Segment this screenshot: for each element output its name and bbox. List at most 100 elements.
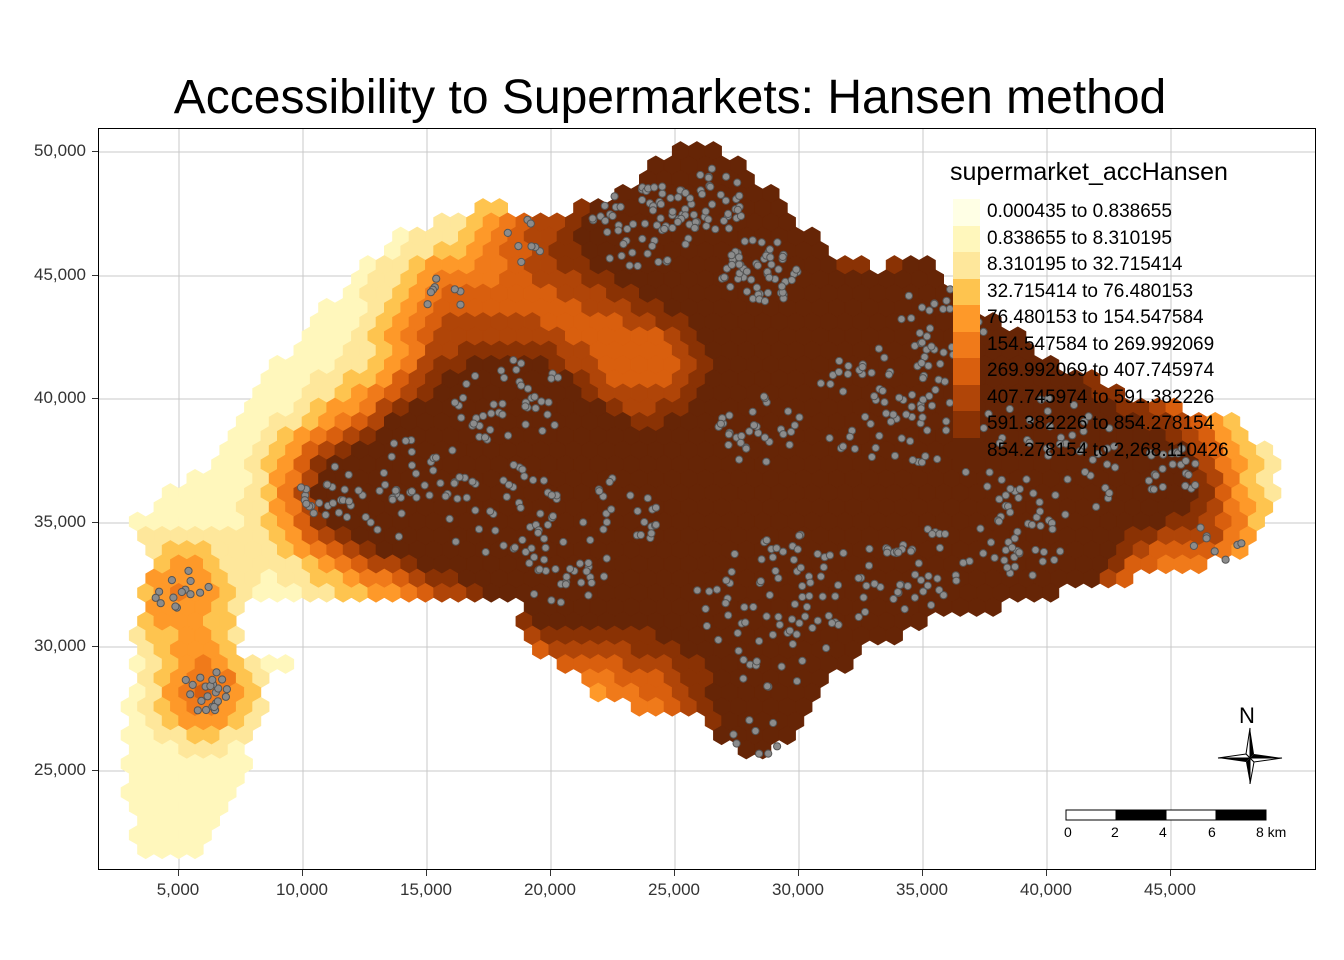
supermarket-point xyxy=(607,505,616,514)
map-panel[interactable] xyxy=(98,128,1316,870)
supermarket-point xyxy=(221,692,231,701)
supermarket-point xyxy=(864,561,874,570)
supermarket-point xyxy=(745,716,754,725)
legend-swatch xyxy=(953,331,980,358)
hex-cell xyxy=(1190,554,1208,575)
supermarket-point xyxy=(681,240,690,249)
supermarket-point xyxy=(471,506,480,515)
supermarket-point xyxy=(1191,481,1200,490)
supermarket-point xyxy=(423,300,432,309)
supermarket-point xyxy=(171,602,180,611)
supermarket-point xyxy=(1084,412,1093,421)
supermarket-point xyxy=(701,604,710,613)
supermarket-point xyxy=(997,475,1006,484)
supermarket-point xyxy=(218,675,227,684)
supermarket-point xyxy=(825,551,835,560)
supermarket-point xyxy=(184,566,193,575)
supermarket-point xyxy=(834,581,843,590)
supermarket-point xyxy=(721,599,730,608)
x-tick-mark xyxy=(302,870,303,876)
supermarket-point xyxy=(878,386,887,395)
supermarket-point xyxy=(918,338,927,347)
y-tick-mark xyxy=(92,522,98,523)
supermarket-point xyxy=(925,392,934,401)
supermarket-point xyxy=(315,498,324,508)
supermarket-point xyxy=(517,359,526,368)
supermarket-point xyxy=(845,432,855,441)
supermarket-point xyxy=(764,749,773,758)
supermarket-point xyxy=(510,543,519,552)
supermarket-point xyxy=(727,567,736,576)
scale-bar-label: 2 xyxy=(1111,824,1119,840)
supermarket-point xyxy=(531,404,540,413)
supermarket-point xyxy=(426,288,435,297)
supermarket-point xyxy=(530,553,539,562)
supermarket-point xyxy=(790,600,800,609)
supermarket-point xyxy=(742,444,751,453)
supermarket-point xyxy=(895,393,904,402)
supermarket-point xyxy=(391,486,400,495)
supermarket-point xyxy=(724,440,733,450)
supermarket-point xyxy=(1068,431,1077,440)
supermarket-point xyxy=(1080,467,1090,477)
supermarket-point xyxy=(432,274,441,283)
supermarket-point xyxy=(210,702,219,712)
supermarket-point xyxy=(777,282,787,291)
supermarket-point xyxy=(547,491,556,500)
legend-item: 591.382226 to 854.278154 xyxy=(950,411,1228,438)
supermarket-point xyxy=(1037,395,1046,404)
supermarket-point xyxy=(724,209,733,219)
supermarket-point xyxy=(779,430,788,439)
supermarket-point xyxy=(453,494,462,503)
supermarket-point xyxy=(759,392,769,401)
supermarket-point xyxy=(186,690,195,699)
supermarket-point xyxy=(813,616,822,625)
supermarket-point xyxy=(979,549,988,558)
map-canvas[interactable] xyxy=(99,129,1316,870)
supermarket-point xyxy=(939,305,948,314)
legend-item: 32.715414 to 76.480153 xyxy=(950,278,1228,305)
supermarket-point xyxy=(397,509,406,518)
supermarket-point xyxy=(1069,401,1079,410)
supermarket-point xyxy=(450,479,459,488)
supermarket-point xyxy=(858,363,867,372)
supermarket-point xyxy=(1149,485,1159,494)
supermarket-point xyxy=(648,206,658,215)
supermarket-point xyxy=(1055,440,1065,449)
supermarket-point xyxy=(599,572,609,581)
supermarket-point xyxy=(771,566,780,576)
supermarket-point xyxy=(605,477,614,487)
supermarket-point xyxy=(623,224,632,234)
supermarket-point xyxy=(651,503,661,512)
supermarket-point xyxy=(755,636,764,646)
supermarket-point xyxy=(486,507,495,516)
supermarket-point xyxy=(1202,534,1211,543)
supermarket-point xyxy=(1196,523,1205,532)
scale-bar-label: 6 xyxy=(1208,824,1216,840)
supermarket-point xyxy=(914,559,923,568)
supermarket-point xyxy=(534,528,543,537)
supermarket-point xyxy=(1015,548,1024,557)
supermarket-point xyxy=(151,593,160,602)
supermarket-point xyxy=(772,544,781,553)
supermarket-point xyxy=(843,370,853,379)
legend-label: 407.745974 to 591.382226 xyxy=(987,386,1215,408)
supermarket-point xyxy=(995,439,1005,448)
supermarket-point xyxy=(751,726,760,736)
supermarket-point xyxy=(186,576,195,586)
legend-item: 0.000435 to 0.838655 xyxy=(950,199,1228,226)
supermarket-point xyxy=(705,587,714,596)
supermarket-point xyxy=(177,587,186,597)
legend-swatch xyxy=(953,358,980,385)
supermarket-point xyxy=(1184,470,1193,479)
supermarket-point xyxy=(1014,493,1023,502)
supermarket-point xyxy=(757,238,766,247)
supermarket-point xyxy=(668,223,677,233)
supermarket-point xyxy=(1088,455,1097,464)
supermarket-point xyxy=(565,564,575,573)
supermarket-point xyxy=(638,234,647,244)
supermarket-point xyxy=(1029,489,1038,498)
supermarket-point xyxy=(714,635,723,644)
supermarket-point xyxy=(584,558,593,568)
legend-swatch xyxy=(953,252,980,279)
